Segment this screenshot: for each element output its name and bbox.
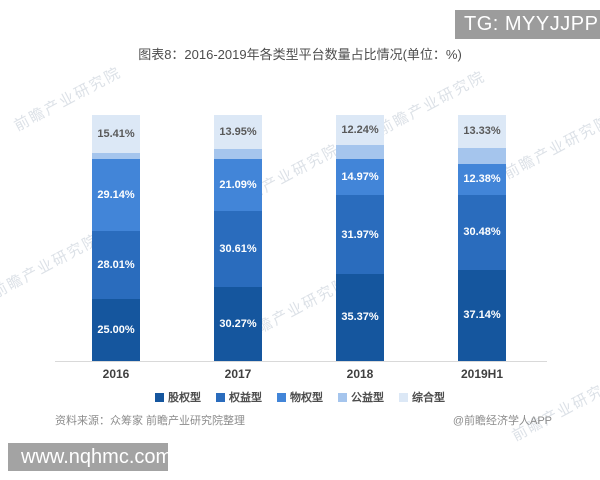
segment-value-label: 14.97% [341,170,379,183]
bar-segment-权益型: 28.01% [92,230,140,300]
segment-value-label: 12.24% [341,124,379,137]
x-axis-label-2016: 2016 [102,367,130,381]
legend-swatch-icon [399,392,408,402]
legend-label: 权益型 [229,392,262,404]
bar-segment-股权型: 25.00% [92,299,140,361]
stacked-bar-2017: 13.95% 21.09% 30.61% 30.27% [214,115,262,361]
legend-item-物权型: 物权型 [277,389,323,405]
bar-segment-公益型 [458,147,506,165]
legend-item-公益型: 公益型 [338,389,384,405]
diagonal-watermark-text: 前瞻产业研究院 [501,111,600,183]
segment-value-label: 28.01% [97,259,135,272]
segment-value-label: 29.14% [97,188,135,201]
source-text: 资料来源：众筹家 前瞻产业研究院整理 [55,415,246,427]
bar-segment-物权型: 12.38% [458,164,506,195]
legend-label: 公益型 [351,392,384,404]
segment-value-label: 30.48% [463,226,501,239]
chart-title: 图表8：2016-2019年各类型平台数量占比情况(单位：%) [138,47,462,62]
tg-badge: TG: MYYJJPP [455,10,600,39]
x-axis-label-2018: 2018 [346,367,374,381]
stacked-bar-2018: 12.24% 14.97% 31.97% 35.37% [336,115,384,361]
segment-value-label: 30.61% [219,242,257,255]
legend-label: 综合型 [412,392,445,404]
bar-segment-综合型: 12.24% [336,115,384,146]
bar-segment-物权型: 14.97% [336,158,384,196]
bar-segment-公益型 [336,145,384,159]
legend-swatch-icon [155,392,164,402]
diagonal-watermark-text: 前瞻产业研究院 [509,373,600,445]
bar-segment-综合型: 13.95% [214,115,262,150]
bar-segment-股权型: 35.37% [336,273,384,361]
legend-swatch-icon [338,392,347,402]
x-axis-line [55,361,547,362]
bar-segment-股权型: 30.27% [214,286,262,361]
url-watermark: www.nqhmc.com [8,443,172,471]
legend-swatch-icon [277,392,286,402]
segment-value-label: 25.00% [97,324,135,337]
bar-segment-物权型: 29.14% [92,158,140,231]
bar-segment-公益型 [92,152,140,159]
segment-value-label: 13.33% [463,125,501,138]
legend-item-股权型: 股权型 [155,389,201,405]
bar-segment-综合型: 13.33% [458,115,506,148]
legend-item-综合型: 综合型 [399,389,445,405]
legend-label: 物权型 [290,392,323,404]
bar-segment-物权型: 21.09% [214,159,262,212]
bar-segment-权益型: 30.61% [214,211,262,287]
bar-segment-公益型 [214,149,262,160]
segment-value-label: 31.97% [341,228,379,241]
segment-value-label: 13.95% [219,126,257,139]
legend-label: 股权型 [168,392,201,404]
x-axis-label-2019H1: 2019H1 [460,367,504,381]
bar-segment-权益型: 31.97% [336,195,384,274]
x-axis-label-2017: 2017 [224,367,252,381]
stacked-bar-2016: 15.41% 29.14% 28.01% 25.00% [92,115,140,361]
bar-segment-股权型: 37.14% [458,269,506,361]
diagonal-watermark-text: 前瞻产业研究院 [0,230,103,302]
segment-value-label: 30.27% [219,317,257,330]
bar-segment-权益型: 30.48% [458,194,506,270]
legend-swatch-icon [216,392,225,402]
bar-segment-综合型: 15.41% [92,115,140,153]
stacked-bar-2019H1: 13.33% 12.38% 30.48% 37.14% [458,115,506,361]
segment-value-label: 37.14% [463,309,501,322]
segment-value-label: 15.41% [97,127,135,140]
legend: 股权型 权益型 物权型 公益型 综合型 [0,389,600,405]
segment-value-label: 12.38% [463,173,501,186]
segment-value-label: 35.37% [341,311,379,324]
credit-text: @前瞻经济学人APP [452,415,552,427]
legend-item-权益型: 权益型 [216,389,262,405]
segment-value-label: 21.09% [219,179,257,192]
